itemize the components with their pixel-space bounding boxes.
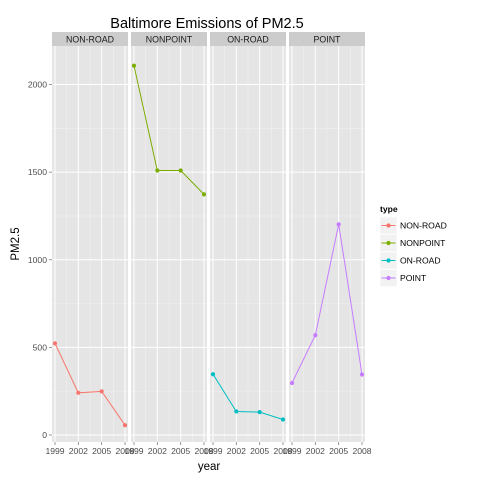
legend-key-point <box>386 275 391 281</box>
data-point-point <box>336 222 341 227</box>
legend-key-point <box>386 258 391 263</box>
x-tick-label: 1999 <box>124 446 143 456</box>
series-line-nonpoint <box>133 65 205 195</box>
x-tick-label: 2002 <box>227 446 246 456</box>
legend-item-point: POINT <box>379 269 427 287</box>
data-point-non-road <box>52 341 58 346</box>
data-point-point <box>313 333 318 338</box>
series-line-on-road <box>212 373 284 420</box>
y-axis-title: PM2.5 <box>10 227 22 260</box>
legend-key-point <box>386 240 391 246</box>
series-line-non-road <box>54 343 126 426</box>
legend-item-non-road: NON-ROAD <box>379 216 447 235</box>
facet-strip-label: ON-ROAD <box>227 35 269 45</box>
x-tick-label: 2005 <box>329 446 348 456</box>
facet-strip <box>131 32 207 46</box>
data-point-point <box>289 380 295 386</box>
legend-label: NON-ROAD <box>400 221 447 231</box>
legend-key-point <box>386 223 391 228</box>
facet-panel-non-road: NON-ROAD 1999 2002 2005 2008 <box>45 32 135 456</box>
data-point-point <box>359 372 365 377</box>
y-tick-label: 0 <box>42 430 47 440</box>
data-point-non-road <box>76 390 81 395</box>
legend-label: NONPOINT <box>400 238 446 248</box>
legend-title: type <box>380 204 398 214</box>
x-axis-title: year <box>198 461 221 473</box>
x-tick-label: 2005 <box>171 446 190 456</box>
facet-strip <box>52 32 128 46</box>
x-tick-label: 2005 <box>92 446 111 456</box>
facet-strip <box>210 32 286 46</box>
legend-label: POINT <box>400 273 427 283</box>
facet-strip-label: POINT <box>314 35 342 45</box>
legend-label: ON-ROAD <box>400 256 441 266</box>
data-point-nonpoint <box>131 63 137 68</box>
facet-strip-label: NON-ROAD <box>66 35 114 45</box>
y-tick-label: 2000 <box>28 80 47 90</box>
y-tick-label: 1000 <box>28 255 47 265</box>
x-tick-label: 1999 <box>45 446 64 456</box>
x-tick-label: 2008 <box>273 446 292 456</box>
facet-strip-label: NONPOINT <box>146 35 193 45</box>
x-tick-label: 1999 <box>203 446 222 456</box>
legend-item-nonpoint: NONPOINT <box>379 234 446 252</box>
x-tick-label: 1999 <box>282 446 301 456</box>
x-tick-label: 2002 <box>306 446 325 456</box>
facet-strip <box>289 32 365 46</box>
facet-panel-point: POINT 1999 2002 2005 2008 <box>282 32 372 456</box>
x-tick-label: 2002 <box>69 446 88 456</box>
data-point-non-road <box>122 423 128 428</box>
data-point-on-road <box>234 409 239 414</box>
facet-panel-on-road: ON-ROAD 1999 2002 2005 2008 <box>203 32 293 456</box>
data-point-on-road <box>280 417 286 422</box>
data-point-nonpoint <box>178 168 183 173</box>
y-tick-label: 1500 <box>28 167 47 177</box>
y-tick-label: 500 <box>33 342 48 352</box>
data-point-non-road <box>99 389 104 394</box>
x-tick-label: 2005 <box>250 446 269 456</box>
facet-panels: NON-ROAD 1999 2002 2005 2008 NONPOINT 1999 2002… <box>45 32 372 456</box>
x-tick-label: 2002 <box>148 446 167 456</box>
legend-item-on-road: ON-ROAD <box>379 251 441 270</box>
chart-title: Baltimore Emissions of PM2.5 <box>110 16 303 32</box>
x-tick-label: 2008 <box>115 446 134 456</box>
data-point-nonpoint <box>201 192 207 197</box>
data-point-on-road <box>257 410 262 415</box>
data-point-on-road <box>210 372 216 377</box>
x-tick-label: 2008 <box>352 446 371 456</box>
facet-panel-nonpoint: NONPOINT 1999 2002 2005 2008 <box>124 32 214 456</box>
data-point-nonpoint <box>155 168 160 173</box>
x-tick-label: 2008 <box>194 446 213 456</box>
series-line-point <box>291 224 363 384</box>
y-axis: 0 500 1000 1500 2000 <box>28 80 52 440</box>
